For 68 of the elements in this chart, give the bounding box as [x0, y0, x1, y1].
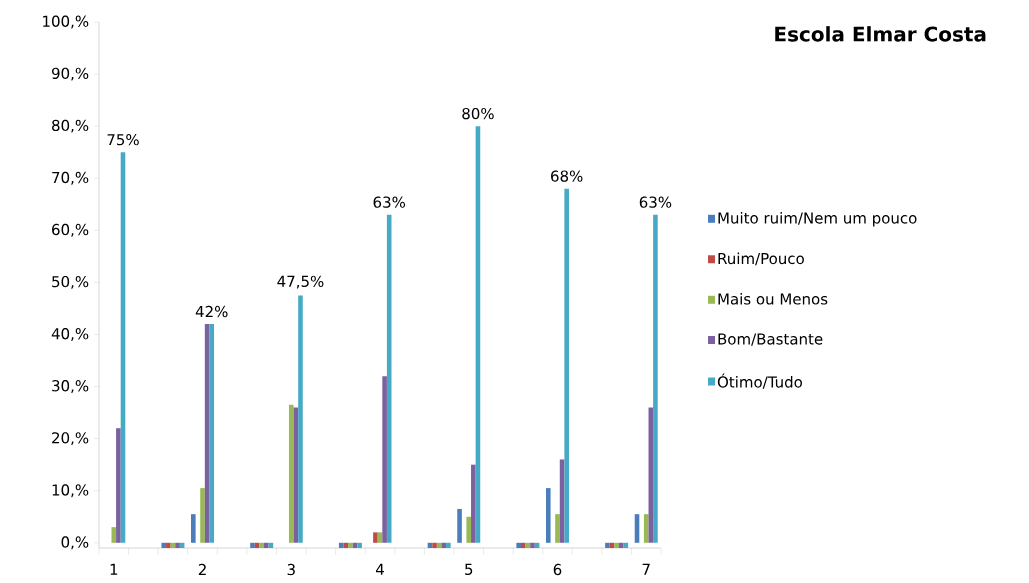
bar [605, 542, 610, 548]
bar [516, 542, 521, 548]
bar [441, 542, 447, 548]
data-label: 63% [639, 196, 672, 208]
bar [250, 542, 255, 548]
bar [357, 542, 362, 548]
y-tick-label: 0,% [61, 536, 89, 550]
x-tick-label: 2 [198, 563, 206, 575]
x-tick-label: 1 [110, 563, 118, 575]
bar [338, 542, 344, 548]
bar [382, 376, 387, 543]
bar [614, 542, 619, 548]
bar [191, 514, 196, 543]
bar [161, 542, 167, 548]
legend-label: Mais ou Menos [718, 293, 828, 305]
data-label: 80% [462, 107, 494, 120]
bar [166, 542, 171, 548]
bar [432, 542, 437, 548]
y-tick-label: 50,% [52, 275, 89, 289]
data-label: 42% [195, 305, 228, 318]
bar [288, 404, 294, 543]
bar [618, 542, 624, 548]
y-tick-label: 100,% [43, 15, 89, 29]
bar [259, 542, 264, 548]
bar [263, 542, 269, 548]
bar [200, 488, 205, 543]
legend-label: Ótimo/Tudo [717, 373, 803, 389]
bar [653, 214, 658, 543]
bar [348, 542, 353, 548]
legend-label: Muito ruim/Nem um pouco [718, 212, 917, 227]
x-tick-label: 3 [287, 563, 295, 576]
bar [175, 542, 180, 548]
bar [209, 324, 215, 543]
data-label: 75% [107, 133, 139, 146]
bar [530, 542, 535, 548]
bar [298, 295, 303, 543]
y-tick-label: 10,% [52, 484, 89, 498]
data-label: 47,5% [277, 275, 324, 289]
bar [564, 188, 569, 543]
bar [545, 488, 551, 543]
x-tick-label: 7 [642, 563, 650, 575]
bar [373, 532, 378, 543]
bar [643, 514, 649, 543]
bar [446, 542, 451, 548]
bar [111, 527, 117, 543]
bar [521, 542, 526, 548]
x-tick-label: 5 [465, 563, 473, 576]
y-tick-label: 60,% [52, 223, 89, 237]
data-label: 63% [373, 196, 406, 208]
text: Escola Elmar Costa [775, 26, 986, 42]
y-tick-label: 80,% [52, 119, 89, 133]
bar [377, 532, 383, 543]
legend-label: Ruim/Pouco [718, 252, 804, 266]
y-tick-label: 20,% [52, 432, 89, 446]
legend-label: Bom/Bastante [718, 333, 823, 346]
y-tick-label: 70,% [52, 171, 89, 185]
y-tick-label: 30,% [52, 380, 89, 393]
bar [116, 428, 121, 543]
bar [471, 464, 476, 543]
y-tick-label: 40,% [51, 328, 89, 341]
y-tick-label: 90,% [51, 67, 89, 81]
x-tick-label: 6 [553, 563, 562, 576]
bar [555, 514, 560, 543]
bar [457, 508, 462, 543]
data-label: 68% [551, 170, 583, 182]
x-tick-label: 4 [375, 563, 384, 575]
bar [386, 214, 392, 543]
bar [466, 516, 472, 543]
